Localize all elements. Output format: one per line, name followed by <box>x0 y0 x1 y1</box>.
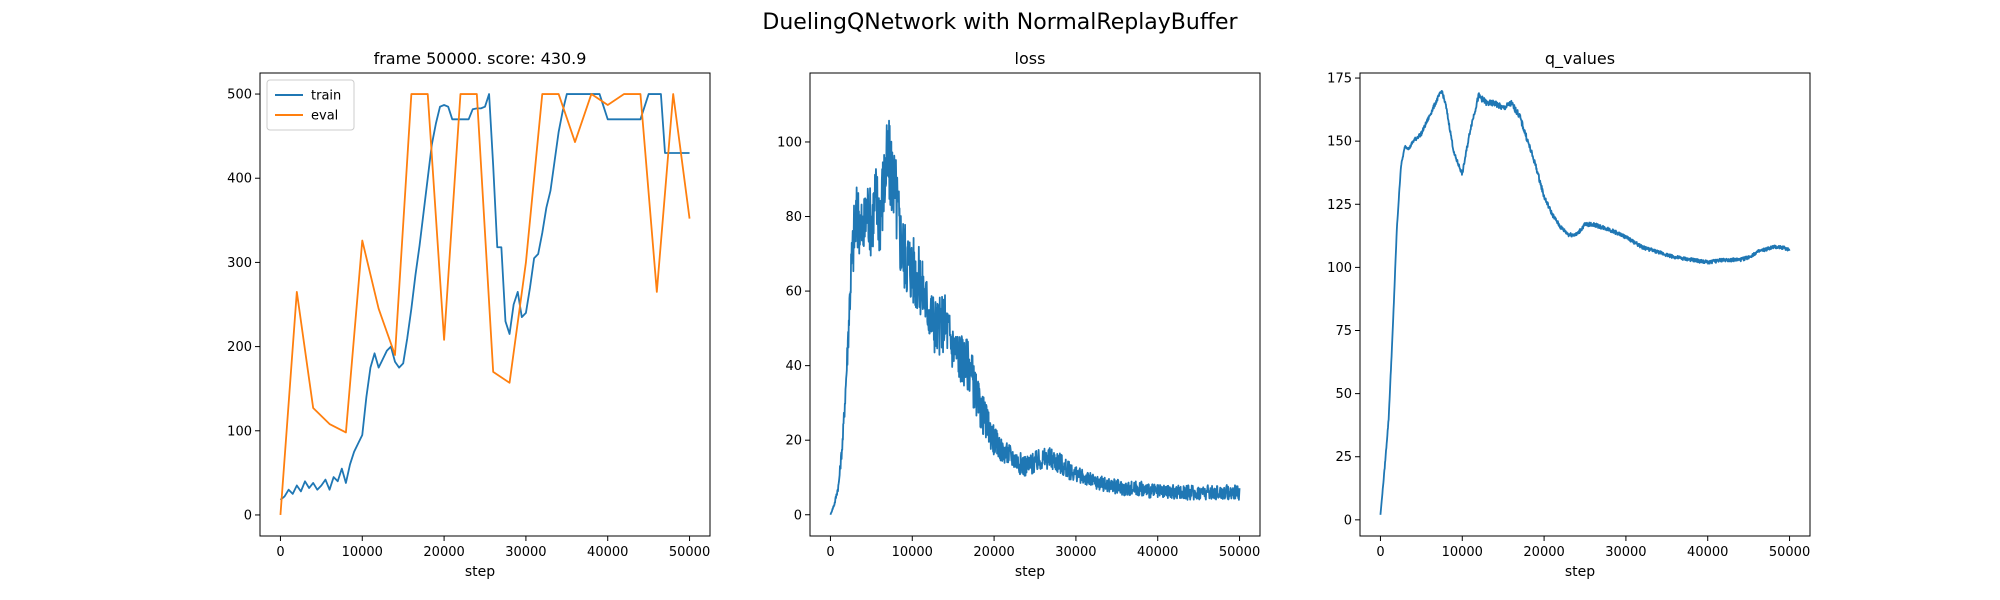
x-axis-label: step <box>1015 564 1045 580</box>
y-tick-label: 20 <box>785 434 802 449</box>
y-tick-label: 100 <box>227 424 252 439</box>
y-tick-label: 50 <box>1335 387 1352 402</box>
y-tick-label: 300 <box>227 256 252 271</box>
panel-score: frame 50000. score: 430.9 step 0 10000 200… <box>227 49 711 580</box>
legend-label-eval: eval <box>311 109 338 124</box>
x-tick-label: 40000 <box>1687 545 1728 560</box>
x-tick-label: 10000 <box>342 545 383 560</box>
y-tick-label: 200 <box>227 340 252 355</box>
x-tick-label: 30000 <box>1055 545 1096 560</box>
y-tick-label: 100 <box>1327 261 1352 276</box>
y-tick-label: 400 <box>227 172 252 187</box>
plot-frame <box>809 72 1261 537</box>
x-tick-label: 30000 <box>505 545 546 560</box>
x-tick-label: 20000 <box>1523 545 1564 560</box>
plot-frame <box>1359 72 1811 537</box>
y-tick-label: 80 <box>785 210 802 225</box>
legend-label-train: train <box>311 89 341 104</box>
x-tick-label: 0 <box>1376 545 1384 560</box>
x-tick-label: 40000 <box>587 545 628 560</box>
y-tick-label: 500 <box>227 88 252 103</box>
series-line-train <box>279 93 690 501</box>
x-tick-label: 50000 <box>1769 545 1810 560</box>
x-tick-label: 50000 <box>1219 545 1260 560</box>
panel-title: q_values <box>1545 49 1615 69</box>
series-line <box>1379 89 1791 515</box>
x-tick-label: 0 <box>276 545 284 560</box>
y-tick-label: 25 <box>1335 450 1352 465</box>
panel-title: frame 50000. score: 430.9 <box>374 49 587 68</box>
panel-q-values: q_values step 0 10000 20000 30000 40000 50000… <box>1327 49 1811 580</box>
y-tick-label: 0 <box>1344 513 1352 528</box>
x-axis-label: step <box>465 564 495 580</box>
legend-box <box>266 79 355 131</box>
y-tick-label: 150 <box>1327 135 1352 150</box>
y-tick-label: 125 <box>1327 198 1352 213</box>
y-tick-label: 175 <box>1327 72 1352 87</box>
y-tick-label: 60 <box>785 285 802 300</box>
series-line <box>829 119 1241 516</box>
panel-title: loss <box>1015 49 1046 68</box>
y-tick-label: 0 <box>794 508 802 523</box>
x-tick-label: 0 <box>826 545 834 560</box>
panel-loss: loss step 0 10000 20000 30000 40000 50000 0 20 4… <box>777 49 1261 580</box>
x-tick-label: 30000 <box>1605 545 1646 560</box>
y-tick-label: 75 <box>1335 324 1352 339</box>
figure-title: DuelingQNetwork with NormalReplayBuffer <box>762 10 1238 35</box>
x-tick-label: 10000 <box>1442 545 1483 560</box>
x-axis-label: step <box>1565 564 1595 580</box>
y-tick-label: 0 <box>244 508 252 523</box>
y-tick-label: 40 <box>785 359 802 374</box>
x-tick-label: 50000 <box>669 545 710 560</box>
x-tick-label: 10000 <box>892 545 933 560</box>
series-line-eval <box>279 93 691 516</box>
x-tick-label: 20000 <box>973 545 1014 560</box>
x-tick-label: 20000 <box>423 545 464 560</box>
y-tick-label: 100 <box>777 135 802 150</box>
plot-frame <box>259 72 711 537</box>
x-tick-label: 40000 <box>1137 545 1178 560</box>
